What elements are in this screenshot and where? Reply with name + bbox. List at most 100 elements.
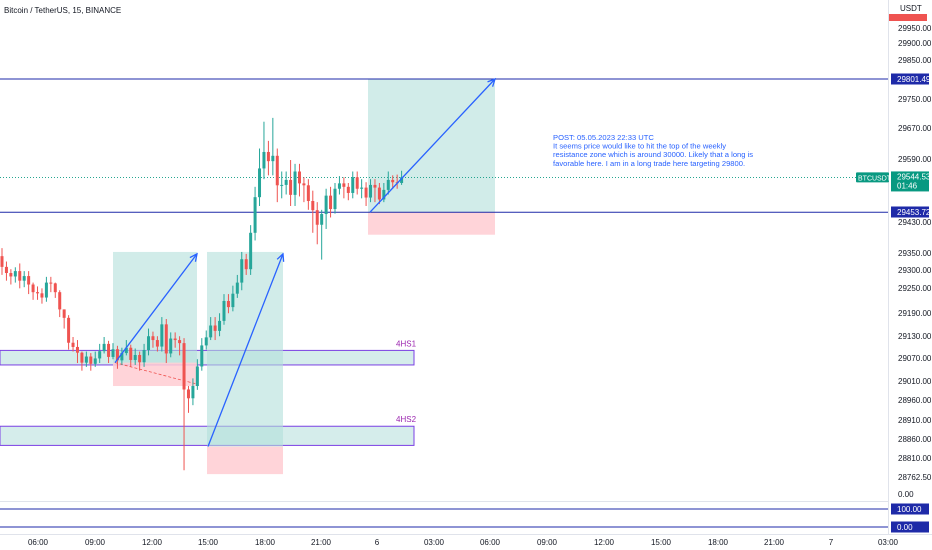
candle-body: [231, 293, 235, 308]
candle-body: [58, 292, 62, 310]
candle-body: [44, 282, 48, 298]
candle-body: [240, 259, 244, 283]
candle-body: [107, 343, 111, 357]
candle-body: [213, 325, 217, 331]
time-tick-label: 09:00: [85, 538, 106, 547]
candle-body: [289, 179, 293, 195]
candle-body: [302, 183, 306, 186]
time-tick-label: 7: [829, 538, 834, 547]
price-tick-label: 29750.00: [898, 95, 932, 104]
price-badge-label: 29801.49: [897, 75, 931, 84]
candle-body: [191, 386, 195, 399]
candle-body: [115, 349, 119, 361]
time-tick-label: 18:00: [708, 538, 729, 547]
candle-body: [89, 356, 93, 364]
current-price-badge: [891, 171, 929, 192]
candle-body: [40, 293, 44, 298]
candle-body: [71, 342, 75, 347]
candle-body: [218, 320, 222, 331]
candle-body: [142, 350, 146, 363]
price-badge: [891, 73, 929, 85]
candle-body: [284, 179, 288, 185]
annotation-line: It seems price would like to hit the top…: [553, 142, 726, 151]
candle-body: [262, 151, 266, 169]
candle-body: [364, 187, 368, 198]
price-tick-label: 28960.00: [898, 396, 932, 405]
candle-body: [169, 338, 173, 354]
candle-body: [351, 177, 355, 193]
currency-label: USDT: [900, 4, 922, 13]
price-tick-label: 29850.00: [898, 56, 932, 65]
candle-body: [200, 345, 204, 367]
trend-arrow-line: [207, 253, 284, 447]
price-tick-label: 28860.00: [898, 435, 932, 444]
candle-body: [266, 151, 270, 162]
candle-body: [382, 189, 386, 200]
annotation-line: resistance zone which is around 30000. L…: [553, 150, 753, 159]
position-tools: [113, 79, 495, 475]
candle-body: [4, 266, 8, 274]
candle-body: [369, 184, 373, 198]
candle-body: [62, 309, 66, 318]
chart-title: Bitcoin / TetherUS, 15, BINANCE: [4, 6, 121, 15]
candle-body: [27, 276, 31, 285]
price-badge: [891, 503, 929, 515]
price-tick-label: 29350.00: [898, 249, 932, 258]
candle-body: [133, 354, 137, 360]
price-tick-label: 29130.00: [898, 332, 932, 341]
price-badge: [891, 206, 929, 218]
time-tick-label: 6: [375, 538, 380, 547]
price-tick-label: 28762.50: [898, 473, 932, 482]
support-zone-label: 4HS1: [396, 339, 417, 348]
long-position-loss-area: [207, 446, 283, 475]
price-badge: [891, 521, 929, 533]
time-tick-label: 15:00: [651, 538, 672, 547]
price-scale[interactable]: 29950.00 29900.00 29850.00 29750.00 29670.00…: [898, 24, 932, 499]
time-tick-label: 12:00: [142, 538, 163, 547]
candle-body: [124, 347, 128, 354]
long-position-loss-area: [113, 362, 197, 387]
time-tick-label: 06:00: [480, 538, 501, 547]
price-tick-label: 29250.00: [898, 284, 932, 293]
candle-body: [293, 171, 297, 195]
candle-body: [49, 282, 53, 284]
trend-arrows: [114, 77, 497, 447]
candle-body: [355, 177, 359, 189]
candle-body: [386, 179, 390, 190]
candle-body: [209, 325, 213, 338]
candle-body: [36, 292, 40, 294]
annotation-line: POST: 05.05.2023 22:33 UTC: [553, 133, 654, 142]
horizontal-levels: [0, 78, 888, 213]
symbol-tag-label: BTCUSDT: [858, 175, 892, 182]
trend-arrow-line: [369, 78, 496, 213]
candle-body: [320, 214, 324, 225]
price-tick-label: 29010.00: [898, 377, 932, 386]
symbol-tag-badge: [856, 172, 889, 183]
candle-body: [67, 317, 71, 343]
current-price-label: 29544.53: [897, 172, 931, 181]
candle-body: [31, 284, 35, 293]
time-tick-label: 09:00: [537, 538, 558, 547]
price-badge-label: 100.00: [897, 505, 922, 514]
candle-body: [120, 353, 124, 361]
price-badge-label: 0.00: [897, 523, 913, 532]
long-position-loss-area: [368, 212, 495, 235]
candle-body: [342, 183, 346, 187]
candle-body: [93, 358, 97, 364]
candle-body: [391, 179, 395, 183]
time-tick-label: 03:00: [878, 538, 899, 547]
candle-body: [129, 347, 133, 360]
candle-body: [311, 201, 315, 211]
candle-body: [226, 300, 230, 308]
price-badges: 29801.49 29453.72 100.00 0.00 BTCUSDT 29544.5…: [856, 73, 931, 533]
candle-body: [222, 300, 226, 321]
time-axis[interactable]: 06:00 09:00 12:00 15:00 18:00 21:00 6 03:00 06:0…: [28, 538, 899, 547]
countdown-label: 01:46: [897, 181, 918, 190]
candle-body: [271, 155, 275, 162]
candle-body: [18, 271, 22, 281]
price-tick-label: 29670.00: [898, 124, 932, 133]
time-tick-label: 03:00: [424, 538, 445, 547]
